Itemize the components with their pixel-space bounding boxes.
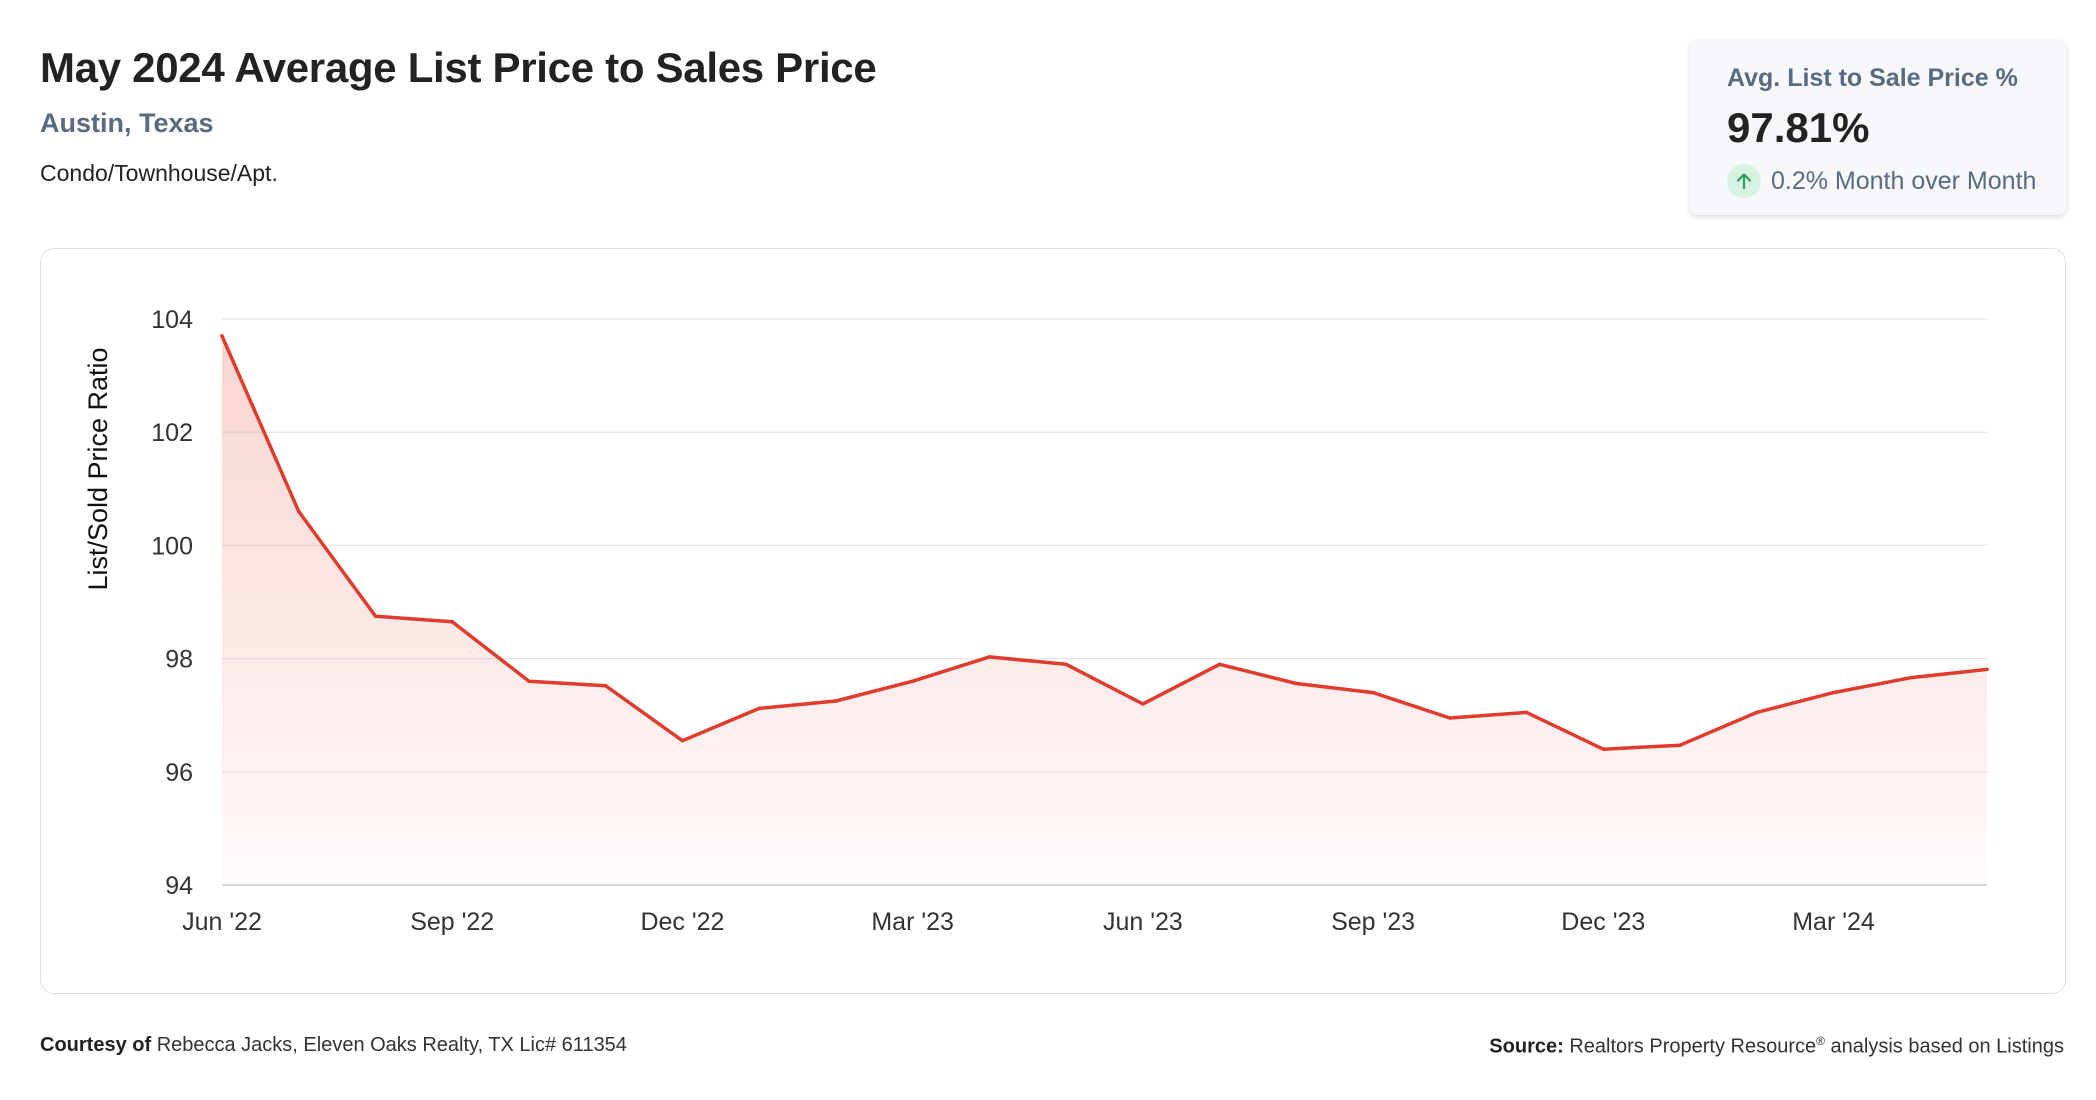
kpi-change-text: 0.2% Month over Month [1771, 166, 2037, 195]
data-point[interactable] [910, 679, 915, 684]
x-tick-label: Dec '22 [640, 908, 724, 936]
x-tick-label: Jun '22 [182, 908, 262, 936]
data-point[interactable] [1064, 662, 1068, 667]
arrow-up-icon [1727, 164, 1761, 198]
courtesy-label: Courtesy of [40, 1034, 152, 1056]
y-tick-label: 94 [165, 872, 193, 900]
property-category: Condo/Townhouse/Apt. [40, 160, 278, 186]
x-tick-label: Dec '23 [1561, 908, 1645, 936]
data-point[interactable] [527, 679, 531, 684]
data-point[interactable] [1371, 690, 1375, 695]
data-point[interactable] [1754, 710, 1759, 715]
source-footer: Source: Realtors Property Resource® anal… [1489, 1034, 2064, 1059]
y-tick-label: 100 [151, 532, 193, 560]
data-point[interactable] [1601, 747, 1606, 751]
data-point[interactable] [1141, 702, 1145, 706]
data-point[interactable] [680, 738, 685, 743]
kpi-change: 0.2% Month over Month [1727, 164, 2036, 198]
x-tick-label: Sep '22 [410, 908, 494, 936]
data-point[interactable] [1908, 676, 1913, 680]
y-axis-label: List/Sold Price Ratio [83, 347, 113, 590]
courtesy-footer: Courtesy of Rebecca Jacks, Eleven Oaks R… [40, 1034, 627, 1057]
line-chart: 94 96 98 100 102 104 Jun '22 Sep '22 Dec '22 Mar… [83, 306, 1989, 936]
x-tick-label: Mar '23 [871, 908, 954, 936]
data-point[interactable] [1678, 743, 1682, 747]
source-text-b: analysis based on Listings [1824, 1035, 2065, 1058]
kpi-value: 97.81% [1727, 104, 1870, 151]
courtesy-text: Rebecca Jacks, Eleven Oaks Realty, TX Li… [156, 1034, 627, 1056]
chart-card: 94 96 98 100 102 104 Jun '22 Sep '22 Dec '22 Mar… [40, 248, 2066, 994]
registered-mark: ® [1816, 1034, 1825, 1048]
data-point[interactable] [450, 620, 455, 624]
kpi-label: Avg. List to Sale Price % [1727, 64, 2018, 92]
data-point[interactable] [1294, 681, 1299, 686]
x-tick-label: Jun '23 [1103, 908, 1183, 936]
data-point[interactable] [834, 699, 838, 703]
location-subtitle: Austin, Texas [40, 108, 214, 138]
data-point[interactable] [1524, 710, 1529, 715]
data-point[interactable] [1448, 716, 1452, 720]
data-point[interactable] [757, 706, 761, 711]
y-tick-label: 104 [151, 306, 193, 334]
y-tick-label: 96 [165, 759, 193, 787]
data-point[interactable] [220, 334, 224, 338]
y-tick-label: 102 [151, 419, 193, 447]
series-line [220, 335, 1988, 751]
data-point[interactable] [1217, 662, 1222, 667]
data-point[interactable] [373, 614, 378, 618]
source-label: Source: [1489, 1035, 1564, 1058]
data-point[interactable] [296, 509, 301, 514]
data-point[interactable] [603, 683, 608, 688]
data-point[interactable] [987, 655, 992, 659]
series-area [222, 336, 1987, 885]
x-tick-label: Sep '23 [1331, 908, 1415, 936]
page-title: May 2024 Average List Price to Sales Pri… [40, 44, 877, 91]
x-tick-label: Mar '24 [1792, 908, 1875, 936]
data-point[interactable] [1985, 667, 1989, 672]
data-point[interactable] [1831, 690, 1836, 695]
source-text-a: Realtors Property Resource [1569, 1035, 1817, 1058]
y-tick-label: 98 [165, 646, 193, 674]
kpi-card: Avg. List to Sale Price % 97.81% 0.2% Mo… [1690, 40, 2066, 215]
